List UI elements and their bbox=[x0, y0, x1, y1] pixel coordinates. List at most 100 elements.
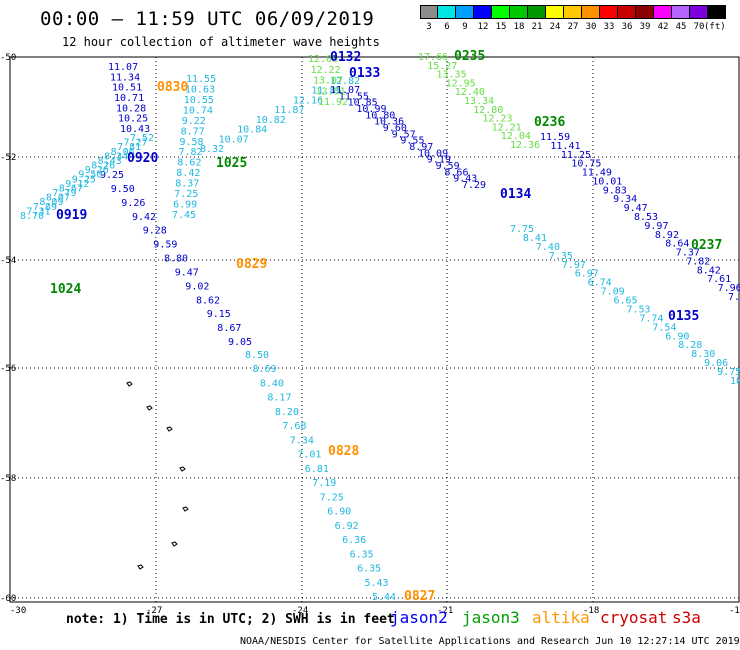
wave-height-value: 7.82 bbox=[686, 256, 710, 267]
island-outline bbox=[182, 506, 189, 512]
wave-height-value: 6.99 bbox=[173, 200, 197, 211]
wave-height-value: 9.83 bbox=[603, 185, 627, 196]
wave-height-value: 7.01 bbox=[297, 450, 321, 461]
wave-height-value: 6.90 bbox=[665, 331, 689, 342]
legend-swatch bbox=[600, 5, 618, 19]
legend-swatch bbox=[420, 5, 438, 19]
footer-note: note: 1) Time is in UTC; 2) SWH is in fe… bbox=[66, 612, 395, 627]
wave-height-value: 11.07 bbox=[108, 62, 138, 73]
wave-height-value: 6.65 bbox=[614, 296, 638, 307]
wave-height-value: 11.49 bbox=[582, 168, 612, 179]
lat-tick-label: -52 bbox=[0, 153, 16, 163]
wave-height-value: 6.92 bbox=[335, 521, 359, 532]
wave-height-value: 9.47 bbox=[624, 203, 648, 214]
legend-label: 70 bbox=[693, 22, 705, 32]
wave-height-value: 12.51 bbox=[316, 86, 346, 97]
legend-swatch bbox=[690, 5, 708, 19]
wave-height-value: 8.50 bbox=[245, 350, 269, 361]
wave-height-value: 7.74 bbox=[639, 313, 663, 324]
wave-height-value: 6.90 bbox=[327, 507, 351, 518]
wave-height-value: 8.43 bbox=[98, 156, 122, 167]
legend-label: 30 bbox=[585, 22, 597, 32]
track-time-label: 0920 bbox=[127, 151, 158, 166]
lon-tick-label: -27 bbox=[146, 606, 162, 616]
wave-height-value: 9.28 bbox=[143, 226, 167, 237]
legend-swatch bbox=[474, 5, 492, 19]
wave-height-value: 6.36 bbox=[342, 535, 366, 546]
wave-height-value: 7.31 bbox=[27, 206, 51, 217]
wave-height-value: 8.32 bbox=[200, 144, 224, 155]
wave-height-value: 7.54 bbox=[652, 322, 676, 333]
wave-height-value: 9.55 bbox=[400, 136, 424, 147]
legend-label: 27 bbox=[567, 22, 579, 32]
legend-label: 18 bbox=[513, 22, 525, 32]
wave-height-value: 12.80 bbox=[473, 105, 503, 116]
wave-height-value: 8.69 bbox=[253, 364, 277, 375]
wave-height-value: 13.07 bbox=[313, 76, 343, 87]
legend-label: 21 bbox=[531, 22, 543, 32]
wave-height-value: 10.71 bbox=[114, 93, 144, 104]
wave-height-value: 7.19 bbox=[312, 478, 336, 489]
legend-swatch bbox=[672, 5, 690, 19]
wave-height-value: 11.07 bbox=[330, 85, 360, 96]
track-time-label: 0236 bbox=[534, 115, 565, 130]
wave-height-value: 7.34 bbox=[290, 435, 314, 446]
wave-height-value: 12.21 bbox=[492, 122, 522, 133]
lon-tick-label: -21 bbox=[437, 606, 453, 616]
satellite-name: altika bbox=[532, 608, 590, 627]
track-time-label: 0132 bbox=[330, 50, 361, 65]
island-outline bbox=[171, 541, 178, 547]
wave-height-value: 11.59 bbox=[540, 132, 570, 143]
wave-height-value: 7.79 bbox=[52, 188, 76, 199]
wave-height-value: 8.41 bbox=[523, 233, 547, 244]
legend-swatch bbox=[582, 5, 600, 19]
legend-label: 39 bbox=[639, 22, 651, 32]
wave-height-value: 12.06 bbox=[308, 54, 338, 65]
credit-line: NOAA/NESDIS Center for Satellite Applica… bbox=[240, 636, 740, 647]
wave-height-value: 10.36 bbox=[374, 117, 404, 128]
wave-height-value: 10.84 bbox=[237, 125, 267, 136]
track-time-label: 0827 bbox=[404, 589, 435, 604]
legend-swatch bbox=[528, 5, 546, 19]
lat-tick-label: -58 bbox=[0, 474, 16, 484]
legend-label: 6 bbox=[444, 22, 450, 32]
lon-tick-label: -30 bbox=[10, 606, 26, 616]
wave-height-value: 9.26 bbox=[85, 165, 109, 176]
wave-height-value: 8.34 bbox=[104, 151, 128, 162]
wave-height-value: 7.35 bbox=[549, 251, 573, 262]
wave-height-value: 9.59 bbox=[153, 240, 177, 251]
wave-height-value: 6.35 bbox=[350, 549, 374, 560]
wave-height-value: 9.34 bbox=[613, 194, 637, 205]
lat-tick-label: -54 bbox=[0, 256, 16, 266]
wave-height-value: 10.80 bbox=[365, 110, 395, 121]
legend-swatch bbox=[456, 5, 474, 19]
island-outline bbox=[166, 426, 173, 432]
wave-height-value: 10.63 bbox=[185, 85, 215, 96]
legend-label: 24 bbox=[549, 22, 561, 32]
satellite-name: jason2 bbox=[390, 608, 448, 627]
lat-tick-label: -56 bbox=[0, 364, 16, 374]
wave-height-value: 9.12 bbox=[65, 179, 89, 190]
wave-height-value: 10.75 bbox=[571, 159, 601, 170]
track-time-label: 0135 bbox=[668, 309, 699, 324]
track-time-label: 1025 bbox=[216, 156, 247, 171]
wave-height-value: 7.25 bbox=[320, 492, 344, 503]
wave-height-value: 10.43 bbox=[120, 124, 150, 135]
wave-height-value: 11.55 bbox=[186, 74, 216, 85]
island-outline bbox=[146, 405, 153, 411]
wave-height-value: 9.58 bbox=[180, 137, 204, 148]
color-legend-labels: 3 6 9 12 15 18 21 24 27 30 33 36 39 42 45 70 (ft) bbox=[420, 22, 740, 34]
wave-height-value: 8.53 bbox=[634, 212, 658, 223]
wave-height-value: 7.45 bbox=[172, 210, 196, 221]
wave-height-value: 8.77 bbox=[181, 126, 205, 137]
legend-label: 12 bbox=[477, 22, 489, 32]
track-time-label: 0828 bbox=[328, 444, 359, 459]
satellite-name: s3a bbox=[672, 608, 701, 627]
wave-height-value: 7.37 bbox=[676, 248, 700, 259]
wave-height-value: 12.36 bbox=[510, 140, 540, 151]
wave-height-value: 9.26 bbox=[121, 198, 145, 209]
wave-height-value: 9.50 bbox=[78, 170, 102, 181]
wave-height-value: 7.27 bbox=[124, 138, 148, 149]
wave-height-value: 8.20 bbox=[275, 407, 299, 418]
